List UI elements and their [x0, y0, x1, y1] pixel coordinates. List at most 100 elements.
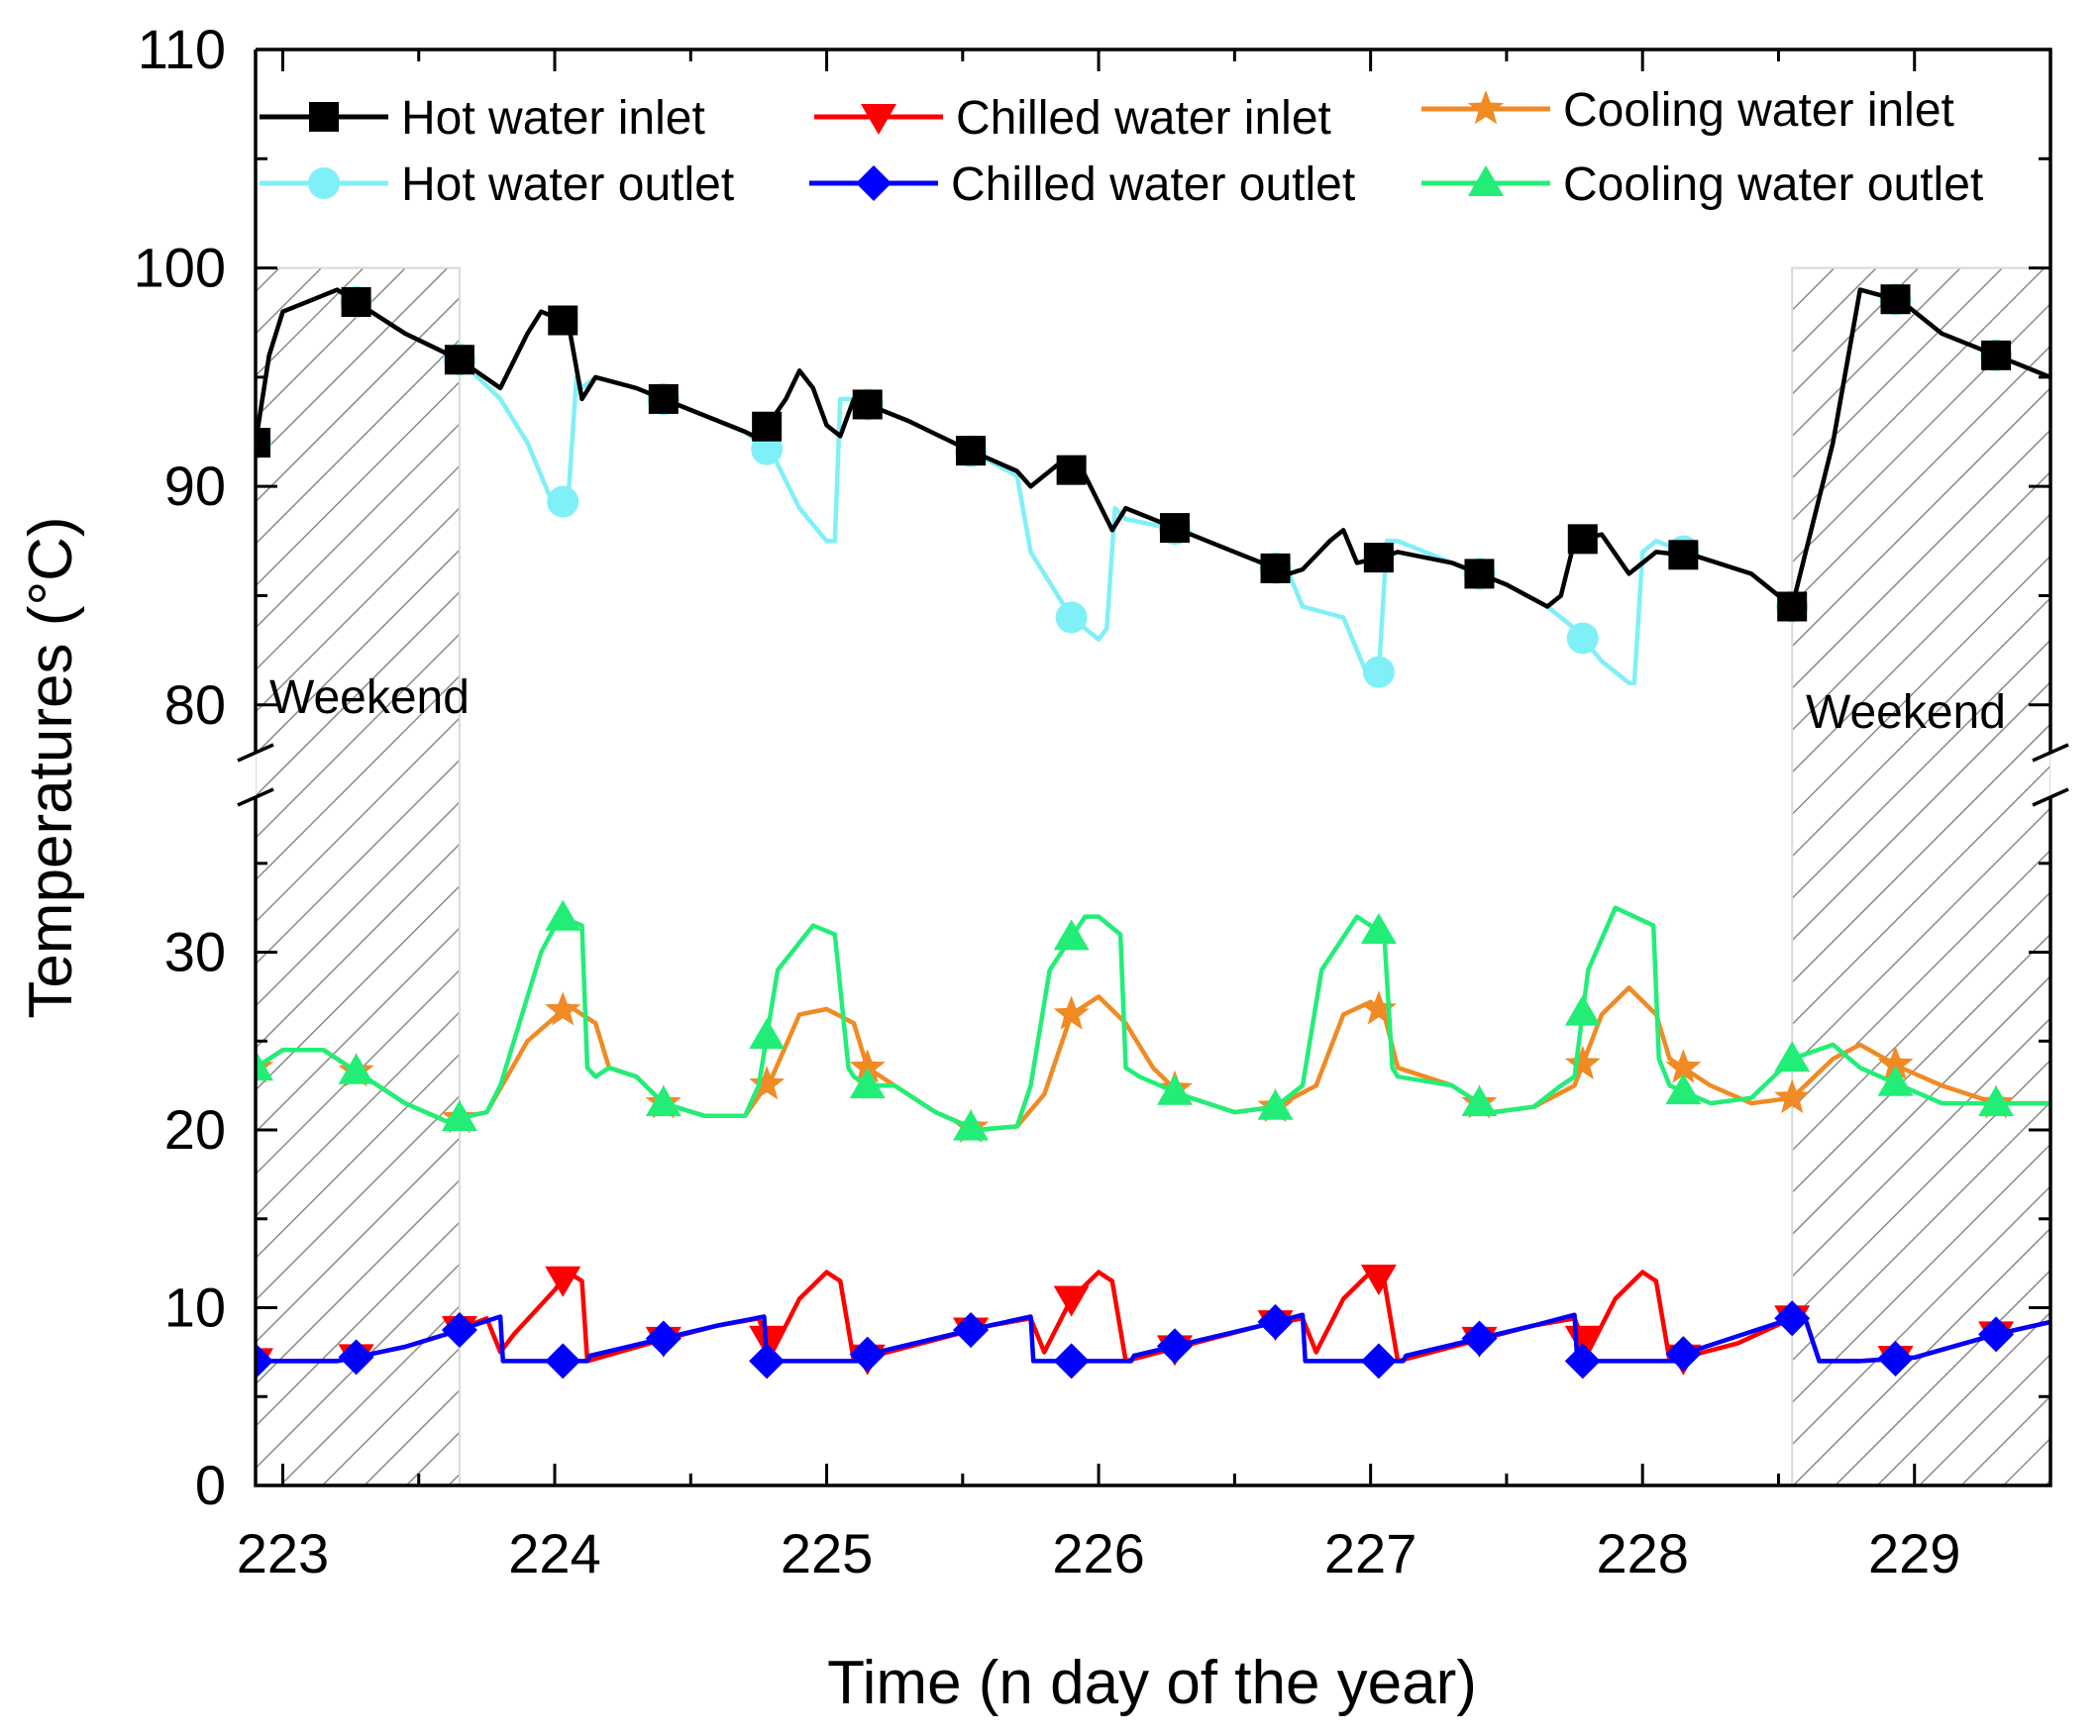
data-point-marker — [1056, 455, 1087, 485]
legend-item: Chilled water inlet — [814, 92, 1331, 145]
data-point-marker — [1363, 543, 1394, 573]
data-point-marker — [1877, 1341, 1914, 1378]
data-point-marker — [1461, 1320, 1498, 1357]
data-point-marker — [849, 1049, 886, 1083]
x-tick-label: 228 — [1596, 1522, 1688, 1584]
data-point-marker — [749, 1018, 786, 1050]
series-line — [256, 287, 2050, 685]
axis-break-mark — [237, 743, 274, 763]
data-series — [256, 283, 2050, 1379]
data-point-marker — [338, 1053, 374, 1084]
legend-marker — [309, 102, 339, 132]
data-point-marker — [545, 899, 581, 931]
data-point-marker — [1880, 284, 1911, 315]
data-point-marker — [1159, 513, 1190, 544]
legend-item: Hot water outlet — [260, 158, 734, 211]
data-point-marker — [1055, 601, 1088, 634]
data-point-marker — [341, 287, 371, 317]
data-point-marker — [1053, 995, 1090, 1030]
data-point-marker — [953, 1109, 990, 1141]
data-point-marker — [1362, 656, 1395, 688]
data-point-marker — [1774, 1300, 1811, 1337]
plot-frame — [237, 48, 2069, 1487]
data-point-marker — [645, 1085, 682, 1117]
data-point-marker — [1564, 994, 1601, 1026]
series-line — [256, 905, 2050, 1133]
data-point-marker — [1777, 591, 1808, 622]
data-point-marker — [1877, 1046, 1914, 1080]
data-point-marker — [1564, 1343, 1601, 1379]
x-tick-label: 227 — [1324, 1522, 1417, 1584]
series-line — [256, 287, 2050, 609]
x-tick-label: 224 — [508, 1522, 600, 1584]
data-point-marker — [749, 1066, 786, 1100]
x-tick-label: 223 — [237, 1522, 329, 1584]
legend-item: Cooling water inlet — [1421, 84, 1954, 137]
data-point-marker — [256, 1343, 273, 1379]
legend: Hot water inlet Chilled water inlet Coolin… — [260, 84, 1983, 211]
legend-item: Chilled water outlet — [809, 158, 1355, 211]
data-point-marker — [545, 991, 581, 1026]
data-point-marker — [1360, 990, 1397, 1025]
data-point-marker — [1053, 919, 1090, 951]
weekend-region — [256, 266, 461, 1485]
legend-marker — [1467, 90, 1505, 125]
data-point-marker — [545, 1266, 581, 1297]
data-point-marker — [1564, 1045, 1601, 1079]
data-point-marker — [1053, 1343, 1090, 1379]
data-point-marker — [1156, 1073, 1193, 1105]
y-tick-label: 10 — [164, 1276, 226, 1339]
y-tick-label: 110 — [138, 18, 226, 80]
legend-marker — [856, 165, 892, 201]
legend-marker — [308, 167, 340, 199]
data-point-marker — [1567, 524, 1598, 555]
legend-item: Hot water inlet — [260, 92, 705, 145]
legend-label: Hot water outlet — [401, 158, 734, 211]
data-point-marker — [852, 389, 883, 420]
weekend-label-right: Weekend — [1806, 686, 2006, 739]
y-tick-label: 100 — [134, 237, 226, 299]
legend-label: Chilled water outlet — [951, 158, 1355, 211]
data-point-marker — [547, 485, 579, 518]
data-point-marker — [1461, 1085, 1498, 1117]
y-tick-label: 20 — [164, 1098, 226, 1161]
data-point-marker — [1877, 1065, 1914, 1096]
data-point-marker — [749, 1343, 786, 1379]
x-tick-label: 225 — [781, 1522, 873, 1584]
legend-marker — [861, 104, 896, 135]
series-hot-water-outlet — [256, 283, 2050, 688]
data-point-marker — [1978, 1316, 2015, 1353]
legend-item: Cooling water outlet — [1421, 158, 1983, 211]
legend-label: Chilled water inlet — [956, 92, 1331, 145]
data-point-marker — [1053, 1285, 1090, 1317]
x-axis-title: Time (n day of the year) — [827, 1649, 1477, 1717]
data-point-marker — [1774, 1041, 1811, 1072]
data-point-marker — [849, 1068, 886, 1099]
data-point-marker — [1257, 1088, 1294, 1120]
y-tick-label: 0 — [195, 1454, 226, 1516]
weekend-shading — [256, 266, 2050, 1485]
legend-label: Hot water inlet — [401, 92, 705, 145]
data-point-marker — [1981, 340, 2012, 370]
data-point-marker — [1978, 1085, 2015, 1117]
y-tick-label: 80 — [164, 673, 226, 736]
axis-frame — [254, 48, 2052, 1487]
data-point-marker — [441, 1100, 477, 1132]
weekend-label-left: Weekend — [269, 671, 470, 724]
data-point-marker — [1360, 913, 1397, 944]
y-tick-label: 90 — [164, 455, 226, 517]
data-point-marker — [545, 1343, 581, 1379]
weekend-region — [1791, 266, 2050, 1485]
data-point-marker — [1665, 1049, 1702, 1083]
axis-break-mark — [2032, 743, 2069, 763]
data-point-marker — [256, 1050, 273, 1081]
legend-label: Cooling water outlet — [1563, 158, 1983, 211]
data-point-marker — [1360, 1265, 1397, 1295]
y-tick-label: 30 — [164, 921, 226, 983]
data-point-marker — [548, 305, 578, 336]
data-point-marker — [849, 1336, 886, 1373]
data-point-marker — [444, 345, 474, 375]
x-tick-label: 226 — [1052, 1522, 1144, 1584]
data-point-marker — [1665, 1073, 1702, 1105]
